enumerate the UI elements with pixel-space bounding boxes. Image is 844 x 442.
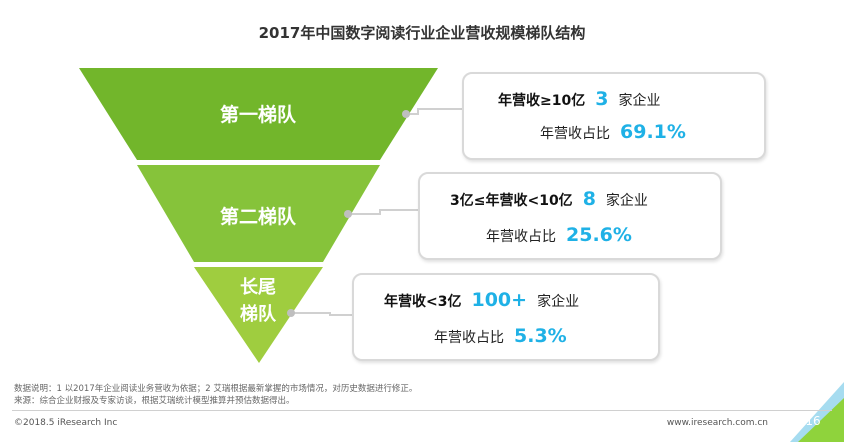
tier-3-label-line1: 长尾 bbox=[240, 277, 276, 298]
tier-2-label: 第二梯队 bbox=[220, 205, 297, 228]
funnel-tier-1 bbox=[79, 68, 438, 160]
tier-1-share-label: 年营收占比 bbox=[540, 126, 610, 142]
connector-tier-3 bbox=[291, 312, 352, 316]
connector-dot-tier-2 bbox=[344, 210, 352, 218]
connector-tier-2 bbox=[348, 209, 418, 215]
corner-decoration bbox=[798, 398, 844, 442]
tier-1-condition: 年营收≥10亿 bbox=[498, 93, 586, 109]
chart-title: 2017年中国数字阅读行业企业营收规模梯队结构 bbox=[258, 24, 586, 42]
page-number: 16 bbox=[805, 414, 821, 428]
connector-dot-tier-3 bbox=[287, 309, 295, 317]
data-note: 数据说明：1 以2017年企业阅读业务营收为依据；2 艾瑞根据最新掌握的市场情况… bbox=[14, 384, 418, 394]
tier-3-share-label: 年营收占比 bbox=[434, 330, 504, 346]
tier-3-unit: 家企业 bbox=[537, 294, 580, 310]
tier-3-share-line: 年营收占比 5.3% bbox=[434, 325, 577, 347]
connector-dot-tier-1 bbox=[402, 110, 410, 118]
tier-2-condition: 3亿≤年营收<10亿 bbox=[450, 193, 573, 209]
tier-1-unit: 家企业 bbox=[618, 93, 661, 109]
funnel-tier-2 bbox=[137, 165, 380, 262]
tier-1-share-line: 年营收占比 69.1% bbox=[540, 121, 696, 143]
source-note: 来源：综合企业财报及专家访谈，根据艾瑞统计模型推算并预估数据得出。 bbox=[14, 396, 295, 406]
tier-1-count: 3 bbox=[595, 88, 609, 110]
website-link[interactable]: www.iresearch.com.cn bbox=[666, 418, 768, 428]
tier-3-count: 100+ bbox=[471, 289, 528, 311]
tier-2-box: 3亿≤年营收<10亿 8 家企业 年营收占比 25.6% bbox=[418, 172, 722, 260]
tier-1-share: 69.1% bbox=[620, 121, 686, 143]
tier-3-box: 年营收<3亿 100+ 家企业 年营收占比 5.3% bbox=[352, 273, 660, 361]
funnel-tier-3 bbox=[194, 267, 323, 363]
tier-3-label-line2: 梯队 bbox=[240, 303, 277, 325]
tier-2-condition-line: 3亿≤年营收<10亿 8 家企业 bbox=[450, 188, 648, 210]
tier-2-share-label: 年营收占比 bbox=[486, 229, 556, 245]
tier-1-box: 年营收≥10亿 3 家企业 年营收占比 69.1% bbox=[462, 72, 766, 160]
tier-2-unit: 家企业 bbox=[605, 193, 648, 209]
tier-1-label: 第一梯队 bbox=[220, 103, 297, 126]
tier-3-condition: 年营收<3亿 bbox=[384, 294, 462, 310]
footer-divider bbox=[12, 410, 832, 411]
tier-2-count: 8 bbox=[582, 188, 596, 210]
copyright: ©2018.5 iResearch Inc bbox=[14, 418, 118, 428]
tier-2-share-line: 年营收占比 25.6% bbox=[486, 224, 642, 246]
tier-3-condition-line: 年营收<3亿 100+ 家企业 bbox=[384, 289, 579, 311]
tier-1-condition-line: 年营收≥10亿 3 家企业 bbox=[498, 88, 660, 110]
tier-3-share: 5.3% bbox=[514, 325, 567, 347]
connector-tier-1 bbox=[406, 108, 462, 115]
tier-2-share: 25.6% bbox=[566, 224, 632, 246]
